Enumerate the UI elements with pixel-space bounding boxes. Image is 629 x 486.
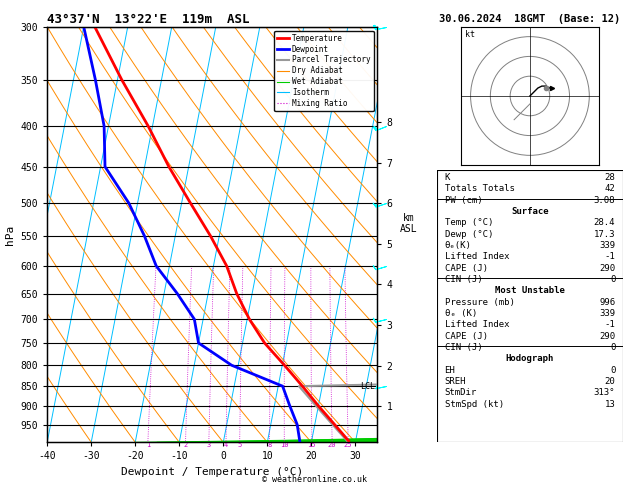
Text: Surface: Surface — [511, 207, 548, 216]
Text: 20: 20 — [328, 442, 337, 448]
Text: 996: 996 — [599, 297, 615, 307]
Text: 2: 2 — [184, 442, 187, 448]
Text: Dewp (°C): Dewp (°C) — [445, 229, 493, 239]
Text: 313°: 313° — [594, 388, 615, 397]
Text: 20: 20 — [604, 377, 615, 386]
Text: PW (cm): PW (cm) — [445, 195, 482, 205]
Text: Lifted Index: Lifted Index — [445, 252, 509, 261]
Text: K: K — [445, 173, 450, 182]
Y-axis label: km
ASL: km ASL — [400, 213, 418, 235]
Text: 339: 339 — [599, 241, 615, 250]
Text: 15: 15 — [308, 442, 316, 448]
Text: θₑ(K): θₑ(K) — [445, 241, 472, 250]
Text: -1: -1 — [604, 252, 615, 261]
Text: 42: 42 — [604, 184, 615, 193]
Text: CIN (J): CIN (J) — [445, 275, 482, 284]
Text: 0: 0 — [610, 275, 615, 284]
Text: 30.06.2024  18GMT  (Base: 12): 30.06.2024 18GMT (Base: 12) — [439, 14, 621, 24]
Text: -1: -1 — [604, 320, 615, 329]
Text: 17.3: 17.3 — [594, 229, 615, 239]
Text: 5: 5 — [238, 442, 242, 448]
Text: SREH: SREH — [445, 377, 466, 386]
Text: 28.4: 28.4 — [594, 218, 615, 227]
Text: 4: 4 — [224, 442, 228, 448]
Text: Hodograph: Hodograph — [506, 354, 554, 363]
Text: 28: 28 — [604, 173, 615, 182]
Text: 13: 13 — [604, 399, 615, 409]
Text: StmSpd (kt): StmSpd (kt) — [445, 399, 504, 409]
Text: 10: 10 — [280, 442, 289, 448]
Text: 0: 0 — [610, 365, 615, 375]
Text: 3: 3 — [207, 442, 211, 448]
Text: 1: 1 — [146, 442, 150, 448]
Text: Temp (°C): Temp (°C) — [445, 218, 493, 227]
Text: Totals Totals: Totals Totals — [445, 184, 515, 193]
Text: 290: 290 — [599, 331, 615, 341]
Text: EH: EH — [445, 365, 455, 375]
Text: StmDir: StmDir — [445, 388, 477, 397]
Text: CAPE (J): CAPE (J) — [445, 331, 487, 341]
Text: 8: 8 — [267, 442, 272, 448]
Text: θₑ (K): θₑ (K) — [445, 309, 477, 318]
Text: 25: 25 — [344, 442, 352, 448]
Text: LCL: LCL — [360, 382, 375, 391]
Text: 3.08: 3.08 — [594, 195, 615, 205]
Text: kt: kt — [465, 30, 475, 38]
Text: 43°37'N  13°22'E  119m  ASL: 43°37'N 13°22'E 119m ASL — [47, 13, 250, 26]
Text: CAPE (J): CAPE (J) — [445, 263, 487, 273]
Text: 339: 339 — [599, 309, 615, 318]
Text: © weatheronline.co.uk: © weatheronline.co.uk — [262, 474, 367, 484]
Text: Most Unstable: Most Unstable — [495, 286, 565, 295]
Text: Pressure (mb): Pressure (mb) — [445, 297, 515, 307]
Legend: Temperature, Dewpoint, Parcel Trajectory, Dry Adiabat, Wet Adiabat, Isotherm, Mi: Temperature, Dewpoint, Parcel Trajectory… — [274, 31, 374, 111]
Text: 290: 290 — [599, 263, 615, 273]
X-axis label: Dewpoint / Temperature (°C): Dewpoint / Temperature (°C) — [121, 467, 303, 477]
Text: CIN (J): CIN (J) — [445, 343, 482, 352]
Y-axis label: hPa: hPa — [5, 225, 15, 244]
Text: Lifted Index: Lifted Index — [445, 320, 509, 329]
Text: 0: 0 — [610, 343, 615, 352]
